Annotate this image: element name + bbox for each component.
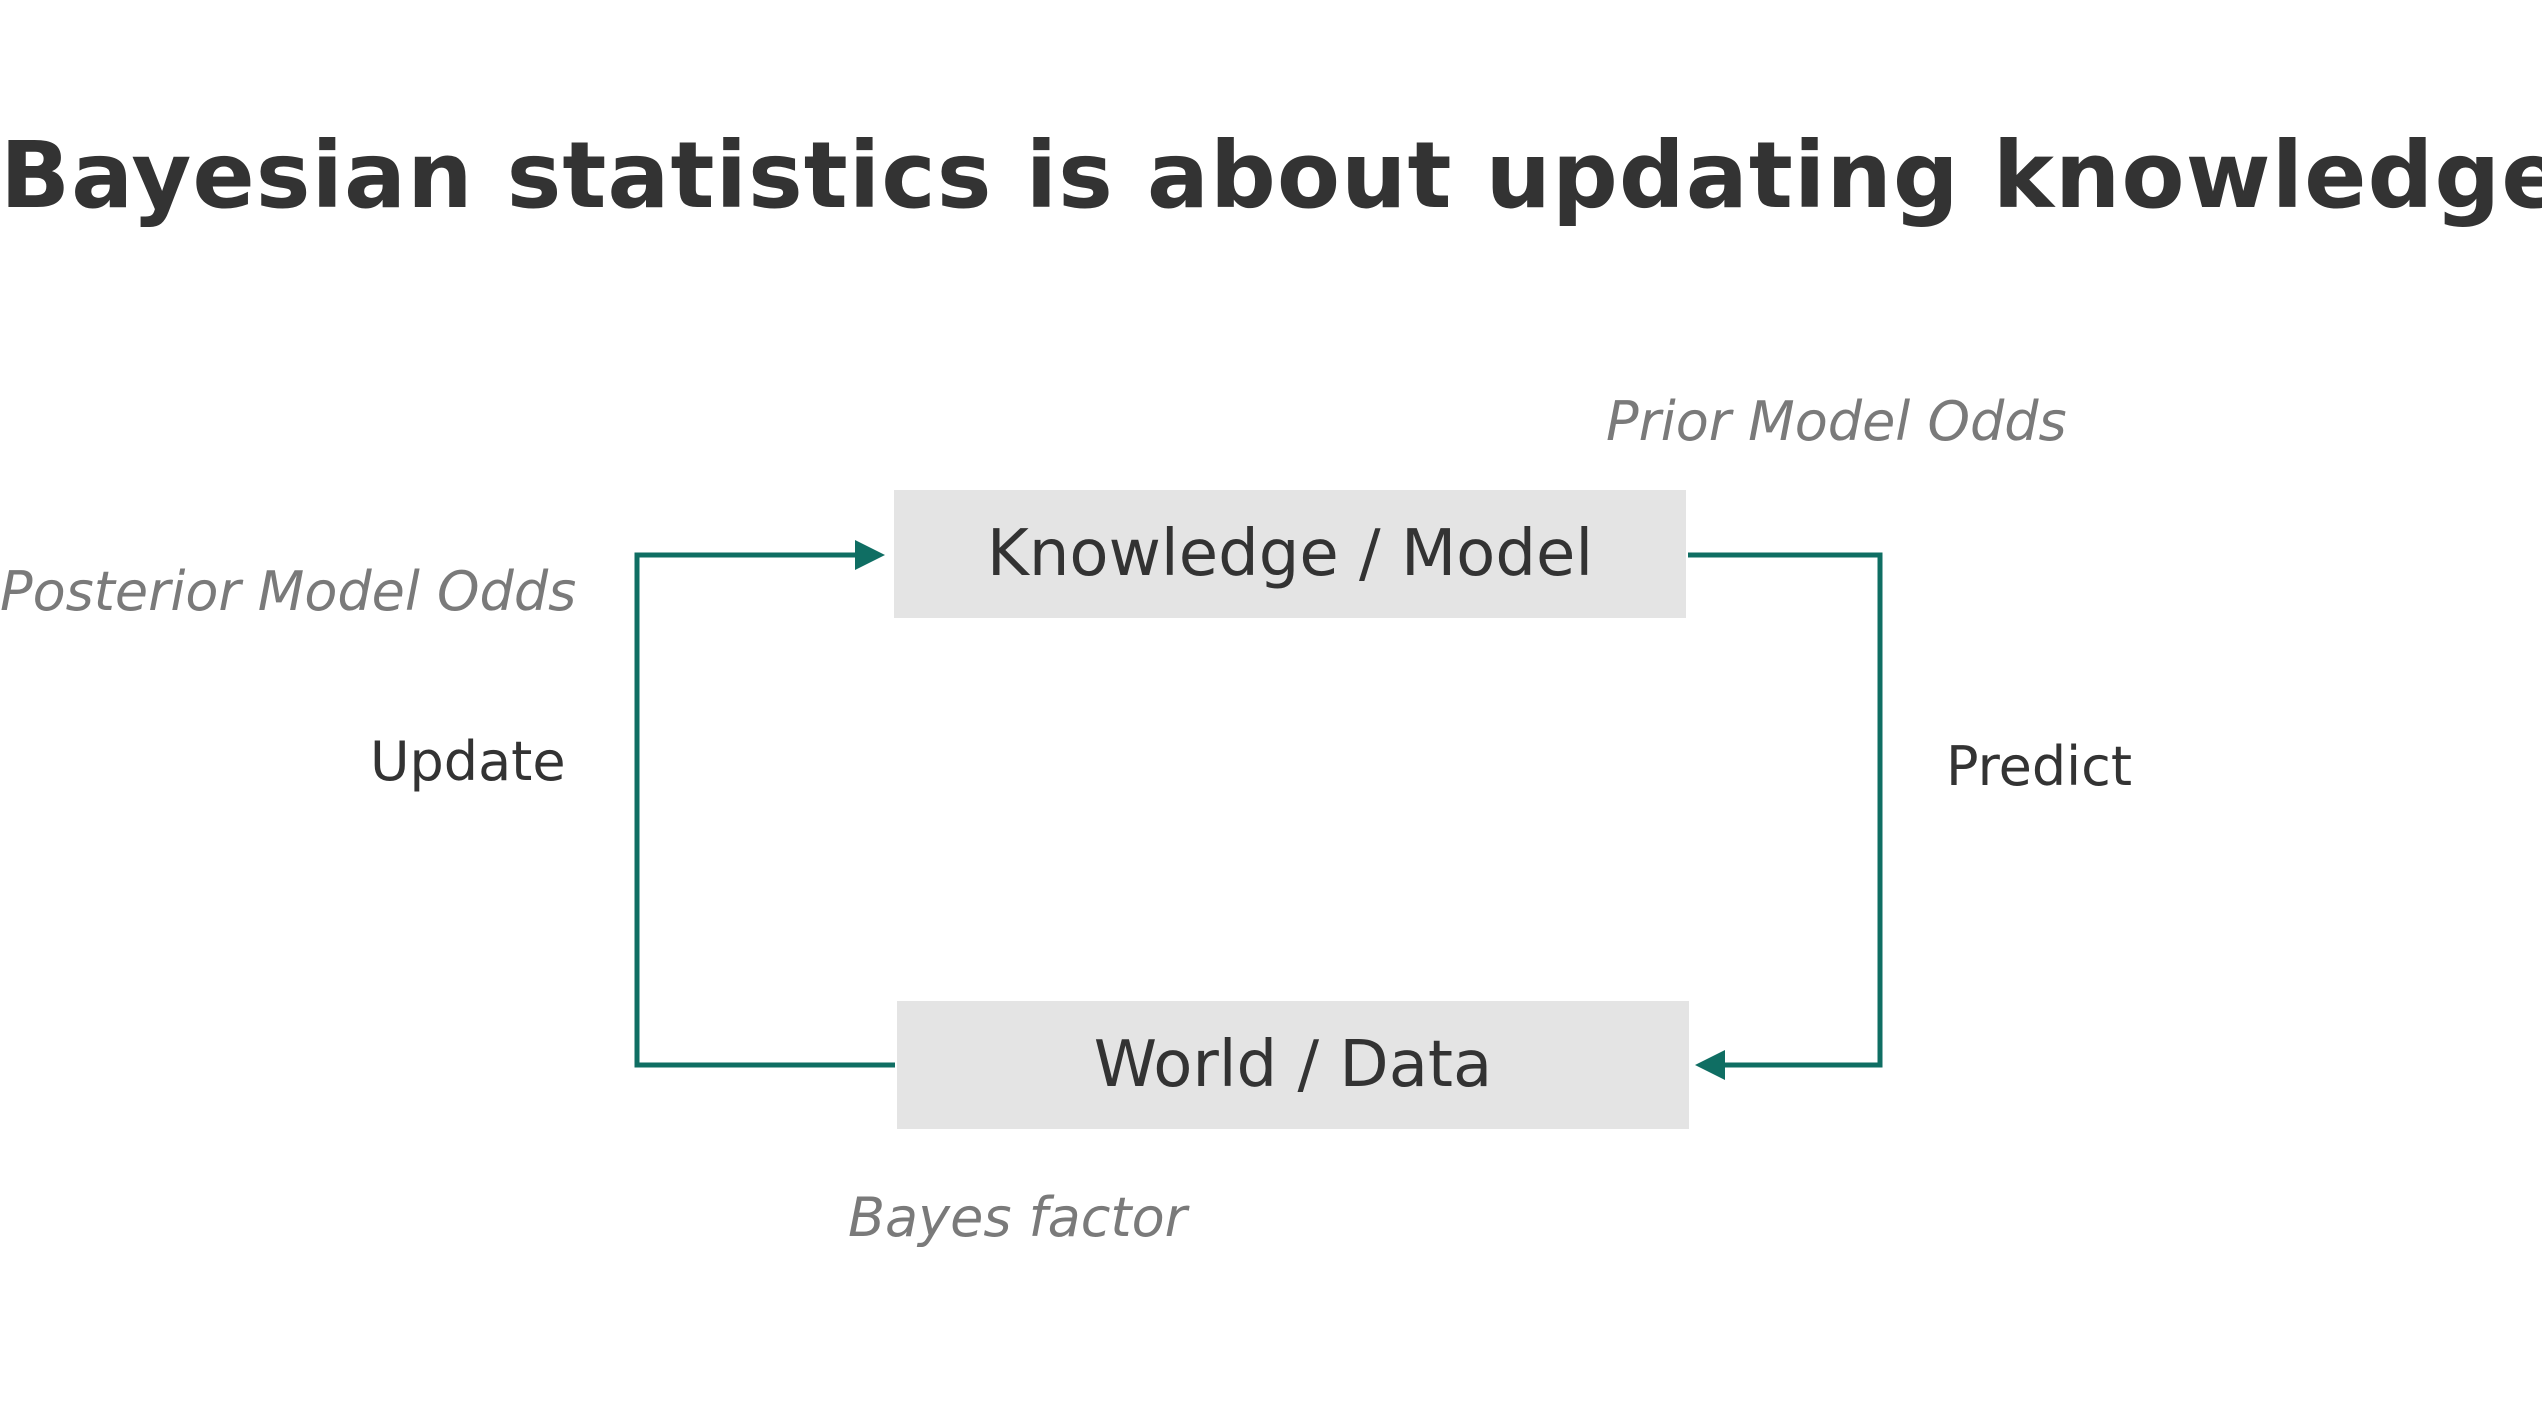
prior-model-odds-label: Prior Model Odds <box>1606 390 2067 453</box>
knowledge-model-box: Knowledge / Model <box>894 490 1686 618</box>
slide-title: Bayesian statistics is about updating kn… <box>0 122 2542 229</box>
update-label: Update <box>370 730 566 793</box>
predict-arrow <box>1688 552 1883 1080</box>
world-data-label: World / Data <box>1093 1028 1493 1102</box>
knowledge-model-label: Knowledge / Model <box>986 517 1594 591</box>
posterior-model-odds-label: Posterior Model Odds <box>0 560 577 623</box>
predict-label: Predict <box>1946 735 2132 798</box>
update-arrow <box>634 540 895 1068</box>
world-data-box: World / Data <box>897 1001 1689 1129</box>
bayes-factor-label: Bayes factor <box>848 1186 1187 1249</box>
